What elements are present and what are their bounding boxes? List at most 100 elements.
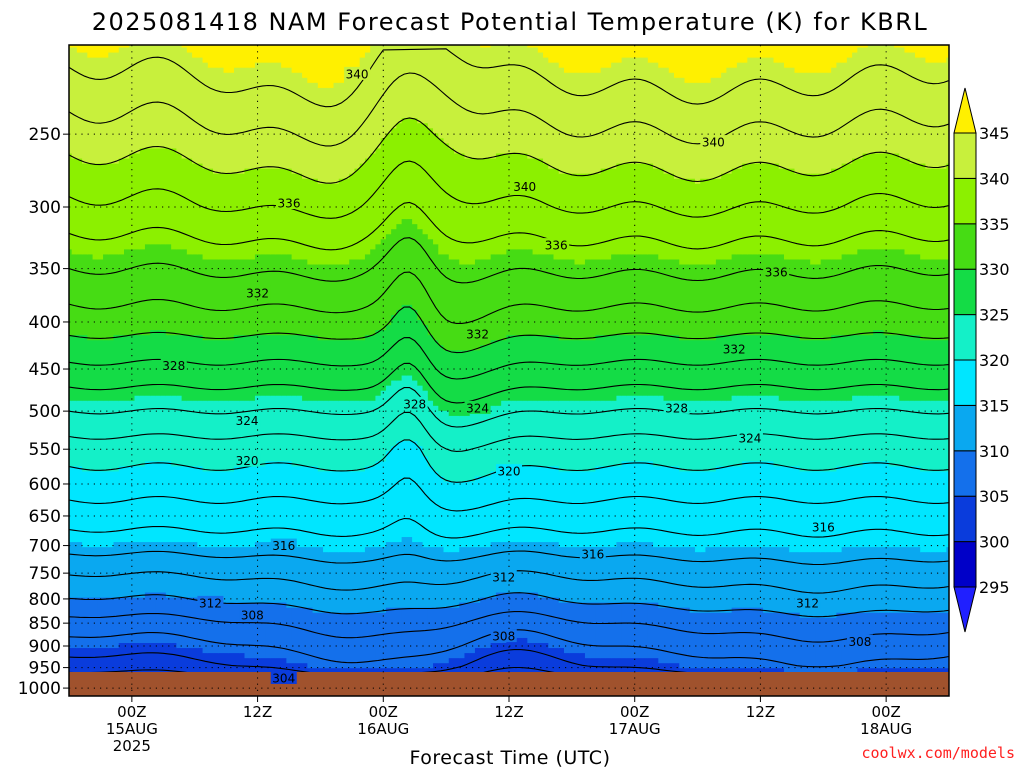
fill-cell xyxy=(899,47,906,160)
fill-cell xyxy=(752,395,759,462)
fill-cell xyxy=(626,542,633,604)
fill-cell xyxy=(181,158,188,250)
fill-cell xyxy=(935,259,942,341)
fill-cell xyxy=(323,87,329,185)
fill-cell xyxy=(176,249,183,336)
fill-cell xyxy=(401,441,408,538)
fill-cell xyxy=(354,259,361,341)
fill-cell xyxy=(668,335,675,402)
fill-cell xyxy=(862,47,869,155)
fill-cell xyxy=(710,612,717,669)
fill-cell xyxy=(144,461,151,543)
fill-cell xyxy=(97,400,104,473)
fill-cell xyxy=(532,47,539,160)
fill-cell xyxy=(260,542,267,604)
fill-cell xyxy=(700,45,707,84)
fill-cell xyxy=(600,335,607,402)
fill-cell xyxy=(108,52,115,165)
fill-cell xyxy=(794,400,801,467)
fill-cell xyxy=(825,45,832,74)
fill-cell xyxy=(941,471,947,553)
fill-cell xyxy=(464,264,471,351)
fill-cell xyxy=(689,264,696,341)
fill-cell xyxy=(626,395,633,462)
fill-cell xyxy=(113,163,120,256)
fill-cell xyxy=(731,335,738,397)
fill-cell xyxy=(443,481,450,553)
fill-cell xyxy=(406,607,413,669)
fill-cell xyxy=(846,57,853,165)
fill-cell xyxy=(873,249,879,331)
fill-cell xyxy=(946,340,949,402)
fill-cell xyxy=(443,254,450,351)
fill-cell xyxy=(438,345,445,412)
fill-cell xyxy=(894,612,900,669)
fill-cell xyxy=(768,57,775,165)
fill-cell xyxy=(108,547,115,599)
fill-cell xyxy=(852,45,858,54)
fill-cell xyxy=(213,547,219,604)
fill-cell xyxy=(244,602,251,659)
fill-cell xyxy=(516,45,523,155)
contour-label: 336 xyxy=(545,239,568,253)
fill-cell xyxy=(364,547,371,614)
fill-cell xyxy=(522,153,528,250)
fill-cell xyxy=(76,597,83,649)
fill-cell xyxy=(700,340,707,402)
fill-cell xyxy=(103,547,109,599)
contour-324 xyxy=(69,386,949,428)
fill-cell xyxy=(192,597,198,649)
fill-cell xyxy=(228,340,235,402)
fill-cell xyxy=(124,335,130,402)
fill-cell xyxy=(349,552,356,614)
fill-cell xyxy=(867,547,874,614)
fill-cell xyxy=(228,45,235,74)
fill-cell xyxy=(878,547,885,614)
fill-cell xyxy=(113,471,120,543)
fill-cell xyxy=(742,461,748,548)
fill-cell xyxy=(71,47,78,160)
fill-cell xyxy=(909,612,916,669)
fill-cell xyxy=(344,552,350,614)
fill-cell xyxy=(281,602,287,659)
fill-cell xyxy=(773,62,780,165)
fill-cell xyxy=(118,643,125,684)
fill-cell xyxy=(406,537,413,609)
fill-cell xyxy=(553,597,560,649)
fill-cell xyxy=(731,45,738,69)
contour-label-bg xyxy=(464,326,491,340)
fill-cell xyxy=(679,471,686,548)
fill-cell xyxy=(82,45,88,54)
fill-cell xyxy=(270,254,277,336)
fill-cell xyxy=(611,62,617,170)
fill-cell xyxy=(637,254,644,336)
fill-cell xyxy=(375,148,382,245)
fill-cell xyxy=(338,340,345,402)
fill-cell xyxy=(144,335,151,397)
fill-cell xyxy=(464,481,471,548)
fill-cell xyxy=(427,239,434,336)
fill-cell xyxy=(103,471,109,548)
fill-cell xyxy=(501,254,507,341)
fill-cell xyxy=(385,607,392,669)
fill-cell xyxy=(307,82,314,180)
fill-cell xyxy=(914,612,921,669)
fill-cell xyxy=(841,612,848,674)
fill-cell xyxy=(700,471,707,553)
fill-cell xyxy=(778,547,785,614)
fill-cell xyxy=(595,45,602,74)
fill-cell xyxy=(825,173,832,261)
fill-cell xyxy=(715,178,722,261)
fill-cell xyxy=(553,400,560,467)
fill-cell xyxy=(810,340,817,402)
fill-cell xyxy=(302,400,308,467)
fill-cell xyxy=(370,466,377,548)
fill-cell xyxy=(134,335,141,397)
fill-cell xyxy=(647,461,654,543)
fill-cell xyxy=(679,340,686,402)
fill-cell xyxy=(422,390,429,457)
fill-cell xyxy=(108,45,115,54)
fill-cell xyxy=(715,400,722,467)
fill-cell xyxy=(642,163,649,256)
fill-cell xyxy=(192,400,198,467)
